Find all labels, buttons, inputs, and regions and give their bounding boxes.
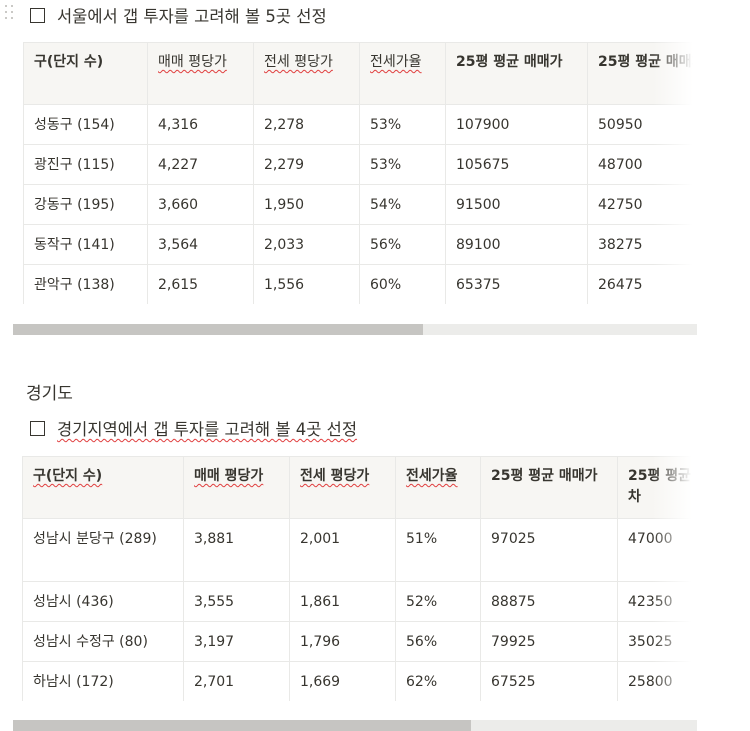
gyeonggi-table-wrapper: 구(단지 수) 매매 평당가 전세 평당가 전세가율 25평 평균 매매가 25… bbox=[22, 456, 692, 701]
table-cell[interactable]: 65375 bbox=[445, 264, 588, 304]
column-header[interactable]: 전세가율 bbox=[395, 456, 481, 519]
table-cell[interactable]: 성남시 수정구 (80) bbox=[22, 621, 184, 662]
table-cell[interactable]: 2,701 bbox=[183, 661, 290, 701]
table-cell[interactable]: 26475 bbox=[587, 264, 693, 304]
table-cell[interactable]: 50950 bbox=[587, 104, 693, 145]
table-cell[interactable]: 60% bbox=[359, 264, 446, 304]
todo-text[interactable]: 경기지역에서 갭 투자를 고려해 볼 4곳 선정 bbox=[57, 420, 358, 439]
table-cell[interactable]: 105675 bbox=[445, 144, 588, 185]
table-row: 강동구 (195) 3,660 1,950 54% 91500 42750 bbox=[23, 184, 693, 225]
table-cell[interactable]: 56% bbox=[359, 224, 446, 265]
column-header[interactable]: 전세 평당가 bbox=[289, 456, 396, 519]
column-header[interactable]: 매매 평당가 bbox=[147, 42, 254, 105]
table-cell[interactable]: 1,669 bbox=[289, 661, 396, 701]
table-cell[interactable]: 42750 bbox=[587, 184, 693, 225]
table-cell[interactable]: 2,278 bbox=[253, 104, 360, 145]
table-cell[interactable]: 3,197 bbox=[183, 621, 290, 662]
table-cell[interactable]: 4,227 bbox=[147, 144, 254, 185]
column-header[interactable]: 매매 평당가 bbox=[183, 456, 290, 519]
table-cell[interactable]: 53% bbox=[359, 144, 446, 185]
table-cell[interactable]: 2,279 bbox=[253, 144, 360, 185]
table-cell[interactable]: 2,033 bbox=[253, 224, 360, 265]
gyeonggi-table: 구(단지 수) 매매 평당가 전세 평당가 전세가율 25평 평균 매매가 25… bbox=[22, 456, 692, 701]
table-header-row: 구(단지 수) 매매 평당가 전세 평당가 전세가율 25평 평균 매매가 25… bbox=[22, 456, 692, 519]
table-cell[interactable]: 97025 bbox=[480, 518, 618, 582]
table-cell[interactable]: 동작구 (141) bbox=[23, 224, 148, 265]
column-header[interactable]: 25평 평균 매매가 bbox=[445, 42, 588, 105]
table-cell[interactable]: 89100 bbox=[445, 224, 588, 265]
table-cell[interactable]: 107900 bbox=[445, 104, 588, 145]
table-cell[interactable]: 성남시 분당구 (289) bbox=[22, 518, 184, 582]
todo-gyeonggi: 경기지역에서 갭 투자를 고려해 볼 4곳 선정 bbox=[30, 416, 357, 440]
section-heading: 경기도 bbox=[26, 384, 73, 404]
table-cell[interactable]: 38275 bbox=[587, 224, 693, 265]
column-header[interactable]: 구(단지 수) bbox=[23, 42, 148, 105]
table-cell[interactable]: 62% bbox=[395, 661, 481, 701]
table-row: 관악구 (138) 2,615 1,556 60% 65375 26475 bbox=[23, 264, 693, 304]
table-cell[interactable]: 53% bbox=[359, 104, 446, 145]
table-cell[interactable]: 1,950 bbox=[253, 184, 360, 225]
drag-handle-icon[interactable] bbox=[5, 3, 15, 21]
column-header[interactable]: 25평 평균 전세차 bbox=[617, 456, 692, 519]
table-row: 성동구 (154) 4,316 2,278 53% 107900 50950 bbox=[23, 104, 693, 145]
table-cell[interactable]: 54% bbox=[359, 184, 446, 225]
table-cell[interactable]: 51% bbox=[395, 518, 481, 582]
seoul-table: 구(단지 수) 매매 평당가 전세 평당가 전세가율 25평 평균 매매가 25… bbox=[23, 42, 693, 304]
table-cell[interactable]: 성남시 (436) bbox=[22, 581, 184, 622]
table-cell[interactable]: 1,861 bbox=[289, 581, 396, 622]
table-cell[interactable]: 35025 bbox=[617, 621, 692, 662]
column-header[interactable]: 구(단지 수) bbox=[22, 456, 184, 519]
todo-checkbox[interactable] bbox=[30, 7, 45, 23]
column-header[interactable]: 전세가율 bbox=[359, 42, 446, 105]
table-row: 하남시 (172) 2,701 1,669 62% 67525 25800 bbox=[22, 661, 692, 701]
column-header[interactable]: 25평 평균 매매가 bbox=[480, 456, 618, 519]
scrollbar-thumb[interactable] bbox=[13, 720, 472, 731]
table-cell[interactable]: 56% bbox=[395, 621, 481, 662]
table-cell[interactable]: 2,001 bbox=[289, 518, 396, 582]
table-cell[interactable]: 25800 bbox=[617, 661, 692, 701]
todo-seoul: 서울에서 갭 투자를 고려해 볼 5곳 선정 bbox=[30, 3, 327, 27]
table-cell[interactable]: 3,881 bbox=[183, 518, 290, 582]
table-cell[interactable]: 2,615 bbox=[147, 264, 254, 304]
table-cell[interactable]: 67525 bbox=[480, 661, 618, 701]
table-cell[interactable]: 관악구 (138) bbox=[23, 264, 148, 304]
todo-checkbox[interactable] bbox=[30, 420, 45, 436]
table-row: 광진구 (115) 4,227 2,279 53% 105675 48700 bbox=[23, 144, 693, 185]
table-row: 성남시 수정구 (80) 3,197 1,796 56% 79925 35025 bbox=[22, 621, 692, 662]
table-cell[interactable]: 1,556 bbox=[253, 264, 360, 304]
table-row: 동작구 (141) 3,564 2,033 56% 89100 38275 bbox=[23, 224, 693, 265]
table-cell[interactable]: 3,660 bbox=[147, 184, 254, 225]
table-cell[interactable]: 42350 bbox=[617, 581, 692, 622]
table-cell[interactable]: 3,555 bbox=[183, 581, 290, 622]
table-cell[interactable]: 성동구 (154) bbox=[23, 104, 148, 145]
table-header-row: 구(단지 수) 매매 평당가 전세 평당가 전세가율 25평 평균 매매가 25… bbox=[23, 42, 693, 105]
table-cell[interactable]: 88875 bbox=[480, 581, 618, 622]
scrollbar-thumb[interactable] bbox=[13, 324, 424, 335]
table-cell[interactable]: 광진구 (115) bbox=[23, 144, 148, 185]
table-cell[interactable]: 79925 bbox=[480, 621, 618, 662]
gyeonggi-horizontal-scrollbar[interactable] bbox=[13, 720, 697, 731]
table-cell[interactable]: 52% bbox=[395, 581, 481, 622]
seoul-table-wrapper: 구(단지 수) 매매 평당가 전세 평당가 전세가율 25평 평균 매매가 25… bbox=[23, 42, 693, 304]
table-cell[interactable]: 91500 bbox=[445, 184, 588, 225]
table-cell[interactable]: 47000 bbox=[617, 518, 692, 582]
column-header[interactable]: 25평 평균 매매차 bbox=[587, 42, 693, 105]
table-row: 성남시 분당구 (289) 3,881 2,001 51% 97025 4700… bbox=[22, 518, 692, 582]
todo-text[interactable]: 서울에서 갭 투자를 고려해 볼 5곳 선정 bbox=[57, 7, 327, 26]
table-cell[interactable]: 4,316 bbox=[147, 104, 254, 145]
table-cell[interactable]: 48700 bbox=[587, 144, 693, 185]
table-cell[interactable]: 3,564 bbox=[147, 224, 254, 265]
seoul-horizontal-scrollbar[interactable] bbox=[13, 324, 697, 335]
column-header[interactable]: 전세 평당가 bbox=[253, 42, 360, 105]
table-cell[interactable]: 하남시 (172) bbox=[22, 661, 184, 701]
table-row: 성남시 (436) 3,555 1,861 52% 88875 42350 bbox=[22, 581, 692, 622]
table-cell[interactable]: 강동구 (195) bbox=[23, 184, 148, 225]
table-cell[interactable]: 1,796 bbox=[289, 621, 396, 662]
